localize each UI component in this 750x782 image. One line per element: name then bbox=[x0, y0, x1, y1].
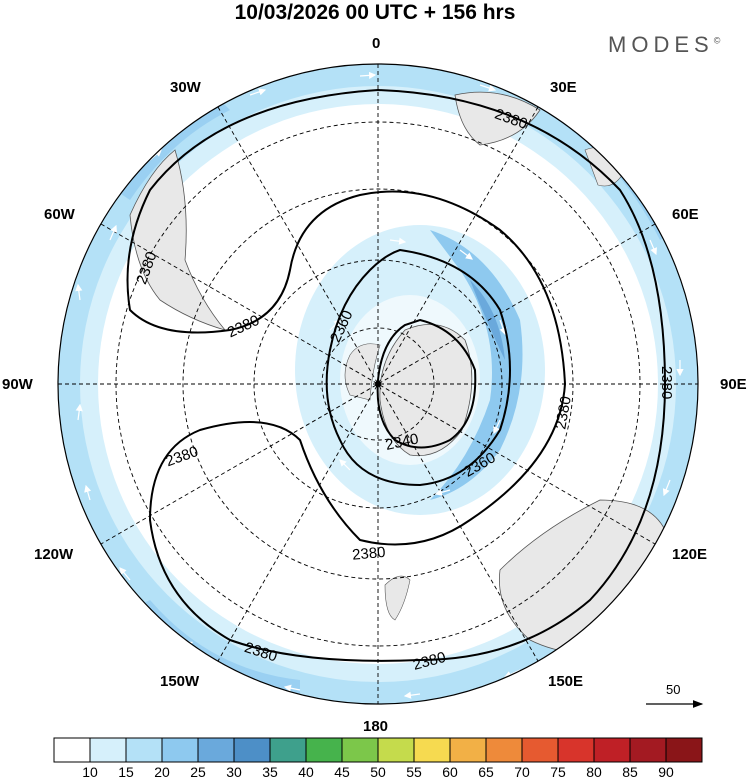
colorbar-swatch bbox=[89, 737, 127, 763]
antarctica bbox=[379, 324, 473, 457]
colorbar-swatch bbox=[305, 737, 343, 763]
new-zealand bbox=[384, 575, 411, 621]
colorbar-label: 60 bbox=[442, 764, 458, 780]
lon-label-30w: 30W bbox=[170, 79, 201, 96]
colorbar-swatch bbox=[449, 737, 487, 763]
colorbar-swatch bbox=[521, 737, 559, 763]
colorbar-swatch bbox=[125, 737, 163, 763]
lon-label-120w: 120W bbox=[34, 546, 74, 563]
contour-label: 2380 bbox=[658, 366, 675, 399]
colorbar-label: 20 bbox=[154, 764, 170, 780]
colorbar-label: 85 bbox=[622, 764, 638, 780]
colorbar-swatch bbox=[557, 737, 595, 763]
south-pole-marker bbox=[375, 381, 381, 387]
colorbar-swatch bbox=[665, 737, 703, 763]
lon-label-90w: 90W bbox=[2, 376, 33, 393]
south-america bbox=[129, 149, 227, 331]
colorbar-label: 65 bbox=[478, 764, 494, 780]
colorbar-swatch bbox=[161, 737, 199, 763]
colorbar-swatch bbox=[233, 737, 271, 763]
colorbar-swatch bbox=[377, 737, 415, 763]
meridians bbox=[58, 64, 698, 704]
lon-label-60w: 60W bbox=[44, 206, 75, 223]
contour-label: 2340 bbox=[384, 430, 420, 454]
colorbar-swatch bbox=[269, 737, 307, 763]
antarctic-peninsula bbox=[344, 343, 381, 401]
colorbar-label: 45 bbox=[334, 764, 350, 780]
lon-label-90e: 90E bbox=[720, 376, 747, 393]
colorbar-label: 30 bbox=[226, 764, 242, 780]
colorbar-swatch bbox=[485, 737, 523, 763]
contour-2360 bbox=[325, 248, 511, 487]
colorbar-label: 15 bbox=[118, 764, 134, 780]
lon-label-150w: 150W bbox=[160, 673, 200, 690]
colorbar-label: 35 bbox=[262, 764, 278, 780]
contour-label: 2380 bbox=[552, 395, 575, 431]
vortex-jet-max bbox=[470, 280, 505, 360]
colorbar-label: 70 bbox=[514, 764, 530, 780]
map-title: 10/03/2026 00 UTC + 156 hrs bbox=[234, 1, 516, 24]
lon-label-180: 180 bbox=[363, 718, 389, 735]
lon-label-120e: 120E bbox=[672, 546, 708, 563]
lon-label-60e: 60E bbox=[672, 206, 699, 223]
colorbar-labels: 10 15 20 25 30 35 40 45 50 55 60 65 70 75 80 85 90 bbox=[0, 764, 750, 782]
colorbar-label: 80 bbox=[586, 764, 602, 780]
colorbar-label: 50 bbox=[370, 764, 386, 780]
wind-max-south bbox=[130, 600, 300, 700]
lon-label-0: 0 bbox=[372, 35, 381, 52]
colorbar-swatch bbox=[53, 737, 91, 763]
colorbar-swatch bbox=[341, 737, 379, 763]
colorbar-label: 40 bbox=[298, 764, 314, 780]
colorbar bbox=[53, 737, 703, 763]
colorbar-label: 55 bbox=[406, 764, 422, 780]
geopotential-contours bbox=[126, 88, 667, 662]
colorbar-label: 10 bbox=[82, 764, 98, 780]
brand-logo: MODES© bbox=[608, 32, 721, 57]
lon-label-30e: 30E bbox=[550, 79, 577, 96]
map-border bbox=[57, 63, 699, 705]
reference-vector-label: 50 bbox=[666, 682, 681, 697]
colorbar-swatch bbox=[197, 737, 235, 763]
colorbar-swatch bbox=[629, 737, 667, 763]
contour-2340 bbox=[376, 318, 477, 449]
colorbar-label: 75 bbox=[550, 764, 566, 780]
contour-label: 2380 bbox=[351, 544, 386, 564]
contour-2380 bbox=[126, 88, 667, 662]
lon-label-150e: 150E bbox=[548, 673, 584, 690]
colorbar-label: 25 bbox=[190, 764, 206, 780]
colorbar-swatch bbox=[593, 737, 631, 763]
colorbar-swatch bbox=[413, 737, 451, 763]
colorbar-label: 90 bbox=[658, 764, 674, 780]
